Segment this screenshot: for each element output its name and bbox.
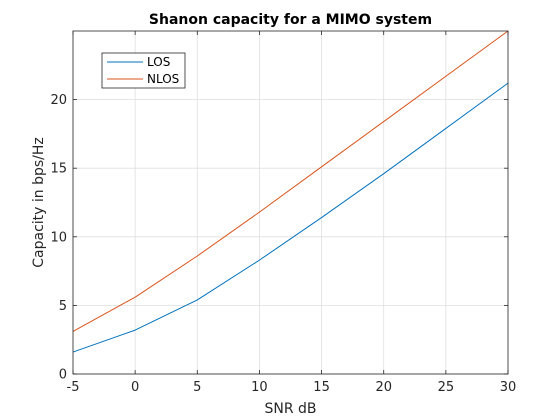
- legend-label-los: LOS: [147, 55, 170, 69]
- y-tick-label: 5: [59, 299, 67, 314]
- x-tick-label: 25: [438, 380, 455, 395]
- x-tick-label: 0: [131, 380, 139, 395]
- tick-marks: [72, 31, 509, 375]
- x-tick-label: 5: [193, 380, 201, 395]
- legend-box: [101, 52, 186, 89]
- chart-title: Shanon capacity for a MIMO system: [149, 12, 432, 28]
- x-tick-label: 15: [313, 380, 330, 395]
- plot-frame: [72, 30, 509, 375]
- y-tick-label: 10: [50, 230, 67, 245]
- legend: LOS NLOS: [101, 52, 186, 89]
- y-axis-label: Capacity in bps/Hz: [31, 137, 47, 268]
- y-tick-label: 20: [50, 93, 67, 108]
- series-layer: [72, 30, 509, 353]
- y-tick-label: 0: [59, 368, 67, 383]
- legend-label-nlos: NLOS: [147, 72, 179, 86]
- x-tick-label: 10: [251, 380, 268, 395]
- x-tick-label: 30: [500, 380, 517, 395]
- y-tick-label: 15: [50, 162, 67, 177]
- series-line-los: [72, 82, 509, 353]
- x-axis-label: SNR dB: [264, 401, 316, 417]
- x-tick-label: 20: [375, 380, 392, 395]
- x-tick-label: -5: [67, 380, 80, 395]
- series-line-nlos: [72, 30, 509, 332]
